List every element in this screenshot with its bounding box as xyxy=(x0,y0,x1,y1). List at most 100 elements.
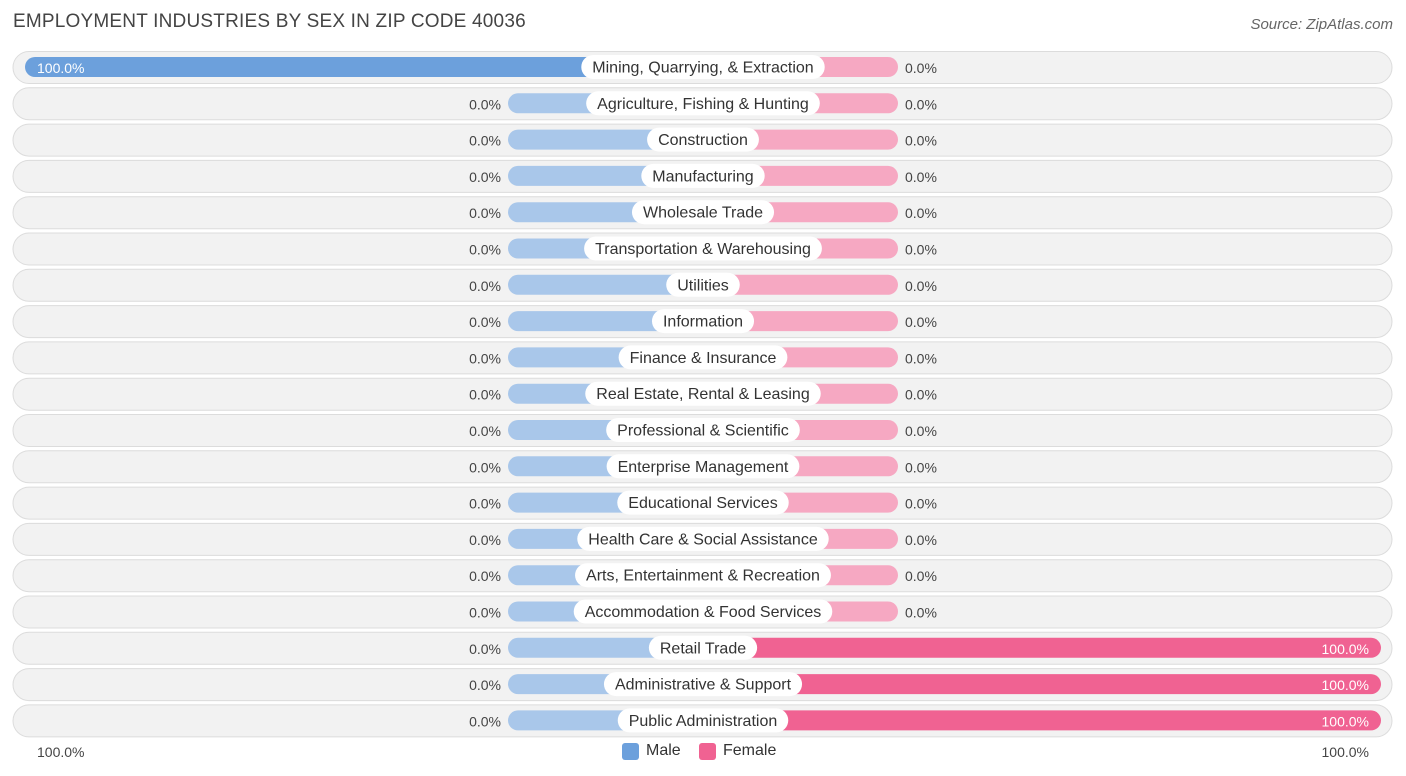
row-transportation-warehousing: 0.0% 0.0% Transportation & Warehousing xyxy=(12,232,1393,266)
row-administrative-support: 0.0% 100.0% Administrative & Support xyxy=(12,668,1393,702)
category-label: Administrative & Support xyxy=(615,677,792,694)
male-value-label: 0.0% xyxy=(469,205,501,221)
category-label: Information xyxy=(663,314,743,331)
category-label-background xyxy=(647,127,759,152)
female-value-label: 0.0% xyxy=(905,242,937,258)
row-information: 0.0% 0.0% Information xyxy=(12,305,1393,339)
female-value-label: 0.0% xyxy=(905,459,937,475)
female-bar xyxy=(703,637,1381,658)
female-value-label: 0.0% xyxy=(905,423,937,439)
category-label-background xyxy=(585,381,821,406)
male-value-label: 0.0% xyxy=(469,677,501,693)
male-value-label: 0.0% xyxy=(469,713,501,729)
female-value-label: 0.0% xyxy=(905,169,937,185)
category-label-background xyxy=(648,635,758,660)
category-label: Mining, Quarrying, & Extraction xyxy=(592,60,813,77)
female-bar xyxy=(703,710,1381,731)
row-wholesale-trade: 0.0% 0.0% Wholesale Trade xyxy=(12,196,1393,230)
row-accommodation-food-services: 0.0% 0.0% Accommodation & Food Services xyxy=(12,595,1393,629)
male-value-label: 0.0% xyxy=(469,459,501,475)
category-label-background xyxy=(606,418,800,442)
female-value-label: 0.0% xyxy=(905,496,937,512)
legend-female-swatch xyxy=(699,742,716,760)
category-label: Accommodation & Food Services xyxy=(585,604,822,621)
row-construction: 0.0% 0.0% Construction xyxy=(12,123,1393,157)
category-label: Retail Trade xyxy=(660,640,746,657)
male-value-label: 0.0% xyxy=(469,387,501,403)
female-value-label: 100.0% xyxy=(1322,713,1369,729)
female-value-label: 0.0% xyxy=(905,96,937,112)
category-label: Arts, Entertainment & Recreation xyxy=(586,568,820,585)
female-value-label: 0.0% xyxy=(905,314,937,330)
category-label-background xyxy=(617,708,789,733)
row-finance-insurance: 0.0% 0.0% Finance & Insurance xyxy=(12,341,1393,375)
category-label-background xyxy=(586,91,820,116)
category-label-background xyxy=(641,163,765,188)
row-professional-scientific: 0.0% 0.0% Professional & Scientific xyxy=(12,414,1393,447)
row-retail-trade: 0.0% 100.0% Retail Trade xyxy=(12,631,1393,665)
male-value-label: 0.0% xyxy=(469,568,501,584)
legend-female: Female xyxy=(699,742,776,760)
right-axis-label: 100.0% xyxy=(1321,744,1369,760)
category-label-background xyxy=(581,55,825,79)
category-label: Finance & Insurance xyxy=(630,350,777,367)
female-bar xyxy=(703,274,898,295)
male-value-label: 0.0% xyxy=(469,532,501,548)
category-label: Public Administration xyxy=(629,713,778,730)
row-real-estate-rental-leasing: 0.0% 0.0% Real Estate, Rental & Leasing xyxy=(12,377,1393,411)
female-value-label: 0.0% xyxy=(905,350,937,366)
male-value-label: 0.0% xyxy=(469,96,501,112)
row-health-care-social-assistance: 0.0% 0.0% Health Care & Social Assistance xyxy=(12,522,1393,556)
row-utilities: 0.0% 0.0% Utilities xyxy=(12,268,1393,302)
female-value-label: 0.0% xyxy=(905,532,937,548)
category-label-background xyxy=(606,454,800,479)
female-value-label: 0.0% xyxy=(905,387,937,403)
row-enterprise-management: 0.0% 0.0% Enterprise Management xyxy=(12,450,1393,484)
male-bar xyxy=(25,57,703,77)
male-value-label: 0.0% xyxy=(469,496,501,512)
legend-male: Male xyxy=(622,742,681,760)
row-mining-quarrying-extraction: 100.0% 0.0% Mining, Quarrying, & Extractio… xyxy=(12,51,1393,84)
category-label-background xyxy=(603,672,803,697)
category-label: Health Care & Social Assistance xyxy=(588,531,818,548)
category-label: Construction xyxy=(658,132,748,149)
male-value-label: 0.0% xyxy=(469,278,501,294)
row-public-administration: 0.0% 100.0% Public Administration xyxy=(12,704,1393,738)
male-bar xyxy=(508,274,703,295)
male-value-label: 0.0% xyxy=(469,423,501,439)
male-value-label: 0.0% xyxy=(469,242,501,258)
category-label: Enterprise Management xyxy=(618,459,789,476)
category-label-background xyxy=(575,563,831,588)
category-label: Transportation & Warehousing xyxy=(595,241,811,258)
female-value-label: 0.0% xyxy=(905,60,937,76)
male-value-label: 100.0% xyxy=(37,60,84,76)
category-label-background xyxy=(584,236,822,261)
source-label: Source: ZipAtlas.com xyxy=(1250,16,1393,33)
male-value-label: 0.0% xyxy=(469,169,501,185)
legend-male-swatch xyxy=(622,742,639,760)
legend-female-label: Female xyxy=(723,742,777,759)
male-value-label: 0.0% xyxy=(469,133,501,149)
female-value-label: 100.0% xyxy=(1322,677,1369,693)
category-label: Professional & Scientific xyxy=(617,423,789,440)
row-agriculture-fishing-hunting: 0.0% 0.0% Agriculture, Fishing & Hunting xyxy=(12,87,1393,121)
male-value-label: 0.0% xyxy=(469,605,501,621)
category-label: Educational Services xyxy=(628,495,777,512)
category-label: Wholesale Trade xyxy=(643,205,763,222)
female-value-label: 0.0% xyxy=(905,278,937,294)
category-label-background xyxy=(577,526,829,551)
female-bar xyxy=(703,674,1381,695)
category-label-background xyxy=(631,200,775,225)
male-value-label: 0.0% xyxy=(469,314,501,330)
chart-title: EMPLOYMENT INDUSTRIES BY SEX IN ZIP CODE… xyxy=(13,11,526,32)
legend: Male Female xyxy=(0,742,1406,764)
category-label-background xyxy=(573,599,833,624)
category-label: Manufacturing xyxy=(652,168,753,185)
female-value-label: 0.0% xyxy=(905,133,937,149)
category-label-background xyxy=(651,309,755,334)
male-value-label: 0.0% xyxy=(469,641,501,657)
row-manufacturing: 0.0% 0.0% Manufacturing xyxy=(12,159,1393,193)
male-value-label: 0.0% xyxy=(469,350,501,366)
category-label: Real Estate, Rental & Leasing xyxy=(596,386,809,403)
female-value-label: 0.0% xyxy=(905,205,937,221)
